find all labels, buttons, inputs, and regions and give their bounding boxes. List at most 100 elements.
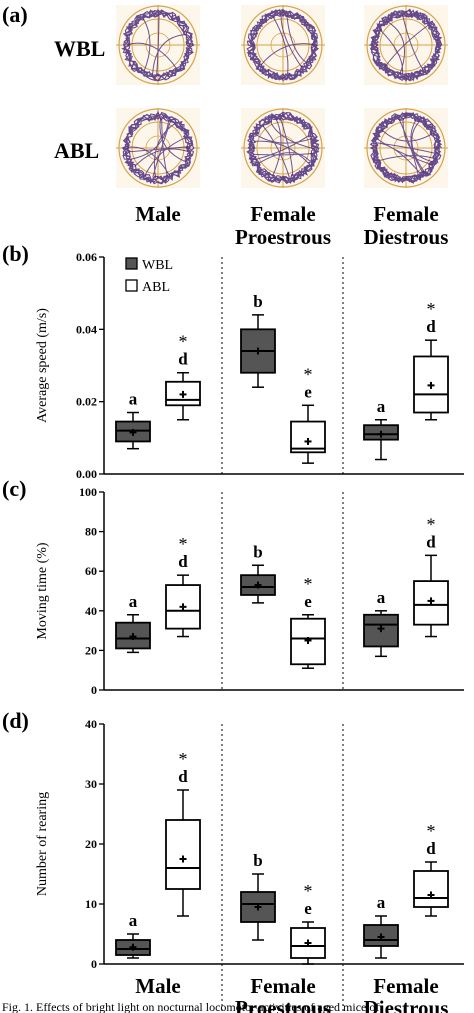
significance-star: * <box>179 332 188 352</box>
legend-label: ABL <box>142 280 170 295</box>
mouse-track-perimeter <box>246 111 320 185</box>
box-wbl: a <box>363 397 399 461</box>
significance-letter: a <box>129 390 138 409</box>
y-tick-label: 0.04 <box>76 322 97 336</box>
group-label-male-top: Male <box>135 202 180 226</box>
significance-letter: e <box>304 899 312 918</box>
y-tick-label: 20 <box>85 837 97 851</box>
y-tick-label: 30 <box>85 777 97 791</box>
y-axis-label: Moving time (%) <box>35 542 50 640</box>
y-tick-label: 0.02 <box>76 395 97 409</box>
box-iqr <box>290 420 326 454</box>
box-wbl: b <box>240 292 276 388</box>
significance-star: * <box>304 881 313 901</box>
significance-letter: d <box>178 767 188 786</box>
mouse-track-perimeter <box>246 8 320 82</box>
group-label-proestrous-bottom: Female Proestrous <box>235 974 331 1013</box>
figure-caption: Fig. 1. Effects of bright light on noctu… <box>2 1000 379 1013</box>
significance-letter: a <box>129 911 138 930</box>
significance-letter: a <box>129 592 138 611</box>
mouse-track-crossings <box>127 14 187 76</box>
significance-letter: b <box>253 292 262 311</box>
significance-letter: b <box>253 542 262 561</box>
group-label-diestrous-bottom: Female Diestrous <box>364 974 449 1013</box>
group-label-proestrous-top: Female Proestrous <box>235 202 331 249</box>
y-tick-label: 100 <box>79 485 97 499</box>
mouse-track-perimeter <box>369 111 443 184</box>
y-axis-label: Average speed (m/s) <box>35 308 50 423</box>
y-tick-label: 20 <box>85 643 97 657</box>
y-tick-label: 40 <box>85 717 97 731</box>
legend-swatch <box>125 279 138 292</box>
significance-letter: a <box>377 397 386 416</box>
mouse-track-crossings <box>127 118 189 178</box>
box-abl: d* <box>413 299 449 421</box>
box-wbl: a <box>115 592 151 654</box>
panel-label: (c) <box>2 476 26 501</box>
box-wbl: a <box>363 893 399 959</box>
significance-letter: d <box>178 350 188 369</box>
significance-letter: d <box>178 552 188 571</box>
box-iqr <box>413 870 449 908</box>
significance-star: * <box>179 749 188 769</box>
arena-track-images <box>116 5 448 188</box>
significance-letter: b <box>253 851 262 870</box>
significance-letter: e <box>304 382 312 401</box>
row-label-abl: ABL <box>54 138 99 163</box>
box-abl: d* <box>165 749 201 917</box>
significance-star: * <box>304 574 313 594</box>
significance-letter: d <box>426 532 436 551</box>
arena-image <box>116 108 200 188</box>
arena-image <box>364 5 448 85</box>
y-tick-label: 0 <box>91 683 97 697</box>
significance-letter: d <box>426 317 436 336</box>
mouse-track-perimeter <box>121 110 195 185</box>
chart-panel: (b) Average speed (m/s) 0.00 0.02 0.04 0.06 WB… <box>2 241 464 481</box>
panel-label: (b) <box>2 241 29 266</box>
box-plot-panels: (b) Average speed (m/s) 0.00 0.02 0.04 0.06 WB… <box>2 241 464 1012</box>
significance-star: * <box>427 821 436 841</box>
box-abl: e* <box>290 881 326 965</box>
y-tick-label: 0 <box>91 957 97 971</box>
y-tick-label: 80 <box>85 525 97 539</box>
arena-image <box>241 108 325 188</box>
significance-star: * <box>427 299 436 319</box>
mouse-track-crossings <box>260 15 314 75</box>
significance-star: * <box>179 534 188 554</box>
mouse-track-crossings <box>376 118 436 176</box>
box-wbl: b <box>240 542 276 604</box>
group-label-male-bottom: Male <box>135 974 180 998</box>
box-wbl: a <box>363 588 399 658</box>
box-abl: d* <box>165 332 201 421</box>
panel-label: (d) <box>2 708 29 733</box>
arena-image <box>241 5 325 85</box>
group-label-diestrous-top: Female Diestrous <box>364 202 449 249</box>
box-abl: e* <box>290 574 326 669</box>
box-abl: d* <box>413 821 449 917</box>
box-wbl: b <box>240 851 276 941</box>
significance-letter: a <box>377 588 386 607</box>
mouse-track-crossings <box>253 117 314 178</box>
y-tick-label: 0.00 <box>76 467 97 481</box>
significance-letter: d <box>426 839 436 858</box>
box-abl: d* <box>165 534 201 638</box>
mouse-track-perimeter <box>121 8 195 82</box>
row-label-wbl: WBL <box>54 36 105 61</box>
y-tick-label: 10 <box>85 897 97 911</box>
box-wbl: a <box>115 911 151 959</box>
significance-star: * <box>304 364 313 384</box>
box-iqr <box>165 819 201 890</box>
panel-a-label: (a) <box>2 2 28 27</box>
arena-image <box>116 5 200 85</box>
box-wbl: a <box>115 390 151 450</box>
significance-letter: e <box>304 592 312 611</box>
y-tick-label: 0.06 <box>76 250 97 264</box>
y-tick-label: 40 <box>85 604 97 618</box>
box-abl: e* <box>290 364 326 464</box>
y-axis-label: Number of rearing <box>35 792 50 896</box>
legend-label: WBL <box>142 258 173 273</box>
significance-star: * <box>427 514 436 534</box>
mouse-track-crossings <box>379 15 429 75</box>
